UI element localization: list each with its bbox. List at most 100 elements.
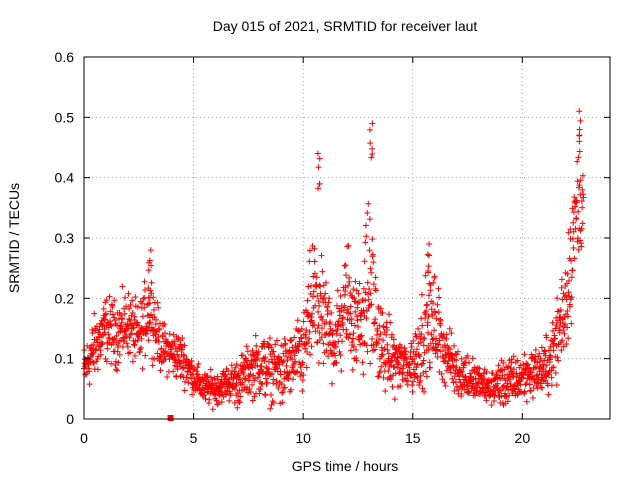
data-point — [384, 346, 391, 353]
data-point — [155, 339, 162, 346]
x-axis-label: GPS time / hours — [292, 458, 399, 474]
data-point — [572, 203, 579, 210]
data-point — [579, 172, 586, 179]
data-point — [145, 267, 152, 274]
data-point — [560, 326, 567, 333]
data-point — [98, 341, 105, 348]
data-point — [411, 374, 418, 381]
data-point — [417, 339, 424, 346]
data-point — [523, 380, 530, 387]
data-point — [155, 304, 162, 311]
data-point — [402, 354, 409, 361]
data-point — [432, 350, 439, 357]
data-point — [155, 325, 162, 332]
data-point — [105, 331, 112, 338]
data-point — [166, 330, 173, 337]
data-point — [564, 313, 571, 320]
x-tick-label: 10 — [295, 430, 311, 446]
data-point — [353, 313, 360, 320]
data-point — [427, 364, 434, 371]
data-point — [531, 358, 538, 365]
data-point — [121, 328, 128, 335]
data-point — [425, 329, 432, 336]
data-point — [417, 377, 424, 384]
data-point — [507, 373, 514, 380]
data-point — [438, 371, 445, 378]
data-point — [343, 326, 350, 333]
data-point — [389, 343, 396, 350]
data-point — [243, 357, 250, 364]
data-point — [509, 369, 516, 376]
data-point — [94, 356, 101, 363]
data-point — [313, 281, 320, 288]
data-point — [95, 333, 102, 340]
data-point — [537, 380, 544, 387]
data-point — [562, 321, 569, 328]
data-point — [347, 347, 354, 354]
data-point — [391, 363, 398, 370]
data-point — [237, 393, 244, 400]
data-point — [539, 384, 546, 391]
data-point — [519, 374, 526, 381]
data-point — [251, 393, 258, 400]
data-point — [387, 319, 394, 326]
data-point — [541, 348, 548, 355]
data-point — [508, 356, 515, 363]
data-point — [328, 310, 335, 317]
data-point — [298, 325, 305, 332]
data-point — [576, 132, 583, 139]
data-point — [322, 290, 329, 297]
data-point — [444, 349, 451, 356]
data-point — [337, 292, 344, 299]
data-point — [292, 358, 299, 365]
data-point — [428, 331, 435, 338]
data-point — [370, 281, 377, 288]
data-point — [442, 382, 449, 389]
data-point — [101, 329, 108, 336]
data-point — [356, 280, 363, 287]
data-point — [181, 352, 188, 359]
data-point — [434, 353, 441, 360]
data-point — [104, 345, 111, 352]
data-point — [369, 236, 376, 243]
data-point — [363, 307, 370, 314]
data-point — [245, 377, 252, 384]
data-point — [148, 311, 155, 318]
data-point — [314, 150, 321, 157]
data-point — [353, 287, 360, 294]
data-point — [302, 334, 309, 341]
data-point — [241, 376, 248, 383]
data-point — [319, 325, 326, 332]
data-point — [418, 291, 425, 298]
data-point — [137, 346, 144, 353]
data-point — [447, 369, 454, 376]
data-point — [580, 194, 587, 201]
data-point — [127, 349, 134, 356]
data-point — [577, 177, 584, 184]
data-point — [504, 398, 511, 405]
data-point — [320, 360, 327, 367]
x-tick-label: 5 — [190, 430, 198, 446]
chart-title: Day 015 of 2021, SRMTID for receiver lau… — [213, 18, 478, 34]
data-point — [195, 360, 202, 367]
data-point — [134, 319, 141, 326]
data-point — [266, 335, 273, 342]
data-point — [148, 290, 155, 297]
data-point — [247, 371, 254, 378]
data-point — [123, 340, 130, 347]
data-point — [554, 295, 561, 302]
data-point — [236, 398, 243, 405]
data-point — [365, 296, 372, 303]
data-point — [385, 350, 392, 357]
data-point — [408, 372, 415, 379]
data-point — [355, 290, 362, 297]
data-point — [575, 154, 582, 161]
data-point — [128, 330, 135, 337]
data-point — [347, 289, 354, 296]
data-point — [569, 235, 576, 242]
data-point — [129, 358, 136, 365]
data-point — [141, 304, 148, 311]
data-point — [146, 259, 153, 266]
data-point — [481, 376, 488, 383]
data-point — [367, 265, 374, 272]
